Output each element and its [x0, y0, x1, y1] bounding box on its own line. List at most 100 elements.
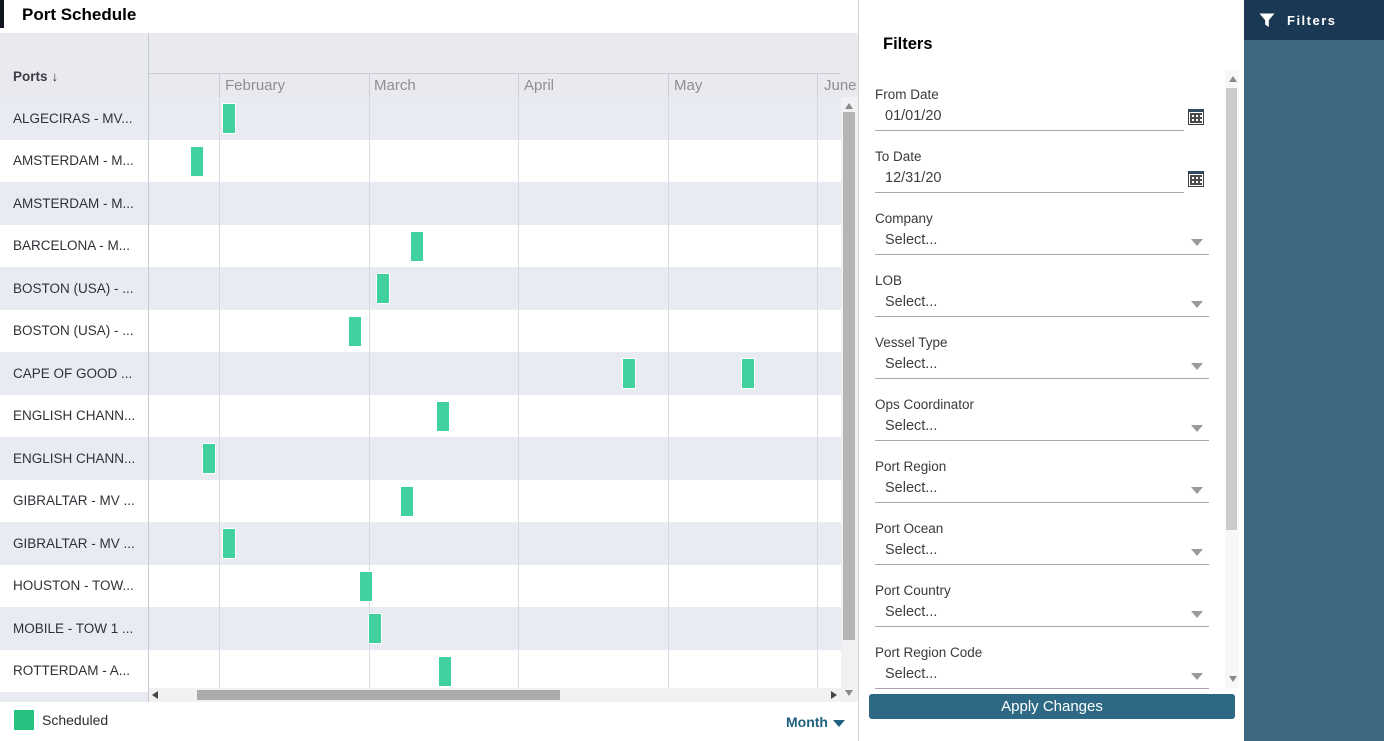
select-lob[interactable]: Select... — [885, 294, 938, 310]
port-name: GIBRALTAR - MV ... — [13, 535, 135, 551]
apply-changes-button[interactable]: Apply Changes — [869, 694, 1235, 719]
port-row-label[interactable]: ROTTERDAM - A... — [0, 650, 148, 693]
scroll-down-icon[interactable] — [1229, 676, 1237, 682]
select-port-country[interactable]: Select... — [885, 604, 938, 620]
filter-label: Ops Coordinator — [875, 397, 975, 412]
timeline-row — [149, 522, 841, 565]
sidebar-filters-toggle[interactable]: Filters — [1244, 0, 1384, 40]
right-sidebar: Filters — [1244, 0, 1384, 741]
port-row-label[interactable] — [0, 692, 148, 702]
port-row-label[interactable]: MOBILE - TOW 1 ... — [0, 607, 148, 650]
date-input-from-date[interactable]: 01/01/20 — [885, 108, 942, 124]
chevron-down-icon[interactable] — [1191, 301, 1203, 308]
filter-label: Port Region — [875, 459, 947, 474]
scheduled-task-bar[interactable] — [348, 315, 362, 347]
scroll-up-icon[interactable] — [845, 103, 853, 109]
month-gridline — [518, 97, 519, 702]
port-row-label[interactable]: BOSTON (USA) - ... — [0, 310, 148, 353]
filters-scrollbar[interactable] — [1225, 70, 1239, 688]
select-company[interactable]: Select... — [885, 232, 938, 248]
port-name: ALGECIRAS - MV... — [13, 110, 133, 126]
timescale-dropdown[interactable]: Month — [786, 714, 845, 730]
scheduled-task-bar[interactable] — [438, 655, 452, 687]
field-underline — [875, 502, 1209, 503]
port-row-label[interactable]: ALGECIRAS - MV... — [0, 97, 148, 140]
filter-label: Vessel Type — [875, 335, 948, 350]
port-row-label[interactable]: AMSTERDAM - M... — [0, 182, 148, 225]
gantt-vertical-scrollbar[interactable] — [841, 97, 858, 702]
gantt-timeline — [149, 97, 841, 702]
port-row-label[interactable]: ENGLISH CHANN... — [0, 395, 148, 438]
month-gridline — [817, 73, 818, 97]
scroll-up-icon[interactable] — [1229, 76, 1237, 82]
select-port-region-code[interactable]: Select... — [885, 666, 938, 682]
select-port-ocean[interactable]: Select... — [885, 542, 938, 558]
port-row-label[interactable]: GIBRALTAR - MV ... — [0, 480, 148, 523]
chevron-down-icon[interactable] — [1191, 487, 1203, 494]
scheduled-task-bar[interactable] — [222, 528, 236, 559]
port-row-label[interactable]: HOUSTON - TOW... — [0, 565, 148, 608]
chevron-down-icon[interactable] — [1191, 673, 1203, 680]
port-row-label[interactable]: AMSTERDAM - M... — [0, 140, 148, 183]
scheduled-legend-swatch — [14, 710, 34, 730]
scheduled-legend-label: Scheduled — [42, 712, 109, 728]
date-input-to-date[interactable]: 12/31/20 — [885, 170, 942, 186]
month-gridline — [518, 73, 519, 97]
scheduled-task-bar[interactable] — [436, 400, 450, 432]
port-name: MOBILE - TOW 1 ... — [13, 620, 134, 636]
filter-label: From Date — [875, 87, 939, 102]
select-ops-coordinator[interactable]: Select... — [885, 418, 938, 434]
scroll-down-icon[interactable] — [845, 690, 853, 696]
gantt-horizontal-scrollbar[interactable] — [148, 688, 841, 702]
horizontal-scroll-thumb[interactable] — [197, 690, 560, 700]
scheduled-task-bar[interactable] — [190, 145, 204, 177]
scheduled-task-bar[interactable] — [376, 273, 390, 304]
port-row-label[interactable]: BOSTON (USA) - ... — [0, 267, 148, 310]
timeline-row — [149, 352, 841, 395]
month-gridline — [667, 73, 669, 97]
sidebar-filters-label: Filters — [1287, 12, 1337, 28]
port-row-label[interactable]: BARCELONA - M... — [0, 225, 148, 268]
calendar-icon[interactable] — [1188, 171, 1204, 187]
legend: Scheduled — [14, 710, 108, 730]
chevron-down-icon[interactable] — [1191, 425, 1203, 432]
field-underline — [875, 130, 1184, 131]
filter-field-port-region-code: Port Region Code Select... — [875, 645, 1209, 701]
port-row-label[interactable]: ENGLISH CHANN... — [0, 437, 148, 480]
month-gridline — [817, 97, 818, 702]
chevron-down-icon[interactable] — [1191, 363, 1203, 370]
timeline-row — [149, 225, 841, 268]
port-name: BARCELONA - M... — [13, 238, 131, 254]
timeline-row — [149, 650, 841, 693]
scheduled-task-bar[interactable] — [368, 613, 382, 644]
scheduled-task-bar[interactable] — [359, 570, 373, 602]
scroll-right-icon[interactable] — [831, 691, 837, 699]
select-port-region[interactable]: Select... — [885, 480, 938, 496]
scheduled-task-bar[interactable] — [222, 103, 236, 134]
scheduled-task-bar[interactable] — [202, 443, 216, 474]
vertical-scroll-thumb[interactable] — [843, 112, 855, 640]
title-accent-bar — [0, 0, 4, 28]
timescale-selected-label: Month — [786, 714, 828, 730]
chevron-down-icon[interactable] — [1191, 549, 1203, 556]
chevron-down-icon[interactable] — [1191, 611, 1203, 618]
field-underline — [875, 688, 1209, 689]
scheduled-task-bar[interactable] — [400, 485, 414, 517]
gantt-header: Ports ↓ February March April May June — [0, 33, 858, 98]
timeline-header-divider — [148, 73, 841, 74]
scroll-left-icon[interactable] — [152, 691, 158, 699]
month-gridline — [667, 97, 669, 702]
filter-label: Port Region Code — [875, 645, 983, 660]
chevron-down-icon[interactable] — [1191, 239, 1203, 246]
ports-column-header[interactable]: Ports ↓ — [13, 69, 58, 84]
port-row-label[interactable]: CAPE OF GOOD ... — [0, 352, 148, 395]
select-vessel-type[interactable]: Select... — [885, 356, 938, 372]
filters-scroll-thumb[interactable] — [1226, 88, 1237, 530]
calendar-icon[interactable] — [1188, 109, 1204, 125]
scheduled-task-bar[interactable] — [410, 230, 424, 262]
scheduled-task-bar[interactable] — [622, 358, 636, 389]
timeline-row — [149, 140, 841, 183]
port-row-label[interactable]: GIBRALTAR - MV ... — [0, 522, 148, 565]
scheduled-task-bar[interactable] — [741, 358, 755, 389]
